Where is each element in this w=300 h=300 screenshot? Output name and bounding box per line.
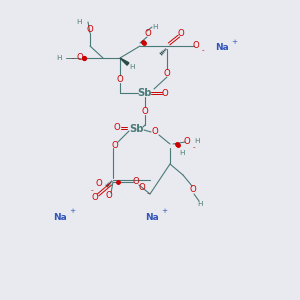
Text: -: -	[202, 47, 204, 53]
Text: O: O	[96, 179, 102, 188]
Text: O: O	[193, 41, 200, 50]
Text: O: O	[162, 88, 168, 98]
Text: O: O	[145, 29, 152, 38]
Text: O: O	[190, 185, 196, 194]
Text: H: H	[76, 19, 82, 25]
Text: O: O	[106, 191, 112, 200]
Text: H: H	[197, 201, 203, 207]
Text: -: -	[147, 190, 149, 196]
Text: O: O	[76, 53, 83, 62]
Text: O: O	[184, 136, 190, 146]
Text: O: O	[164, 68, 170, 77]
Text: O: O	[114, 124, 120, 133]
Text: Na: Na	[53, 212, 67, 221]
Text: -: -	[91, 187, 93, 193]
Polygon shape	[120, 58, 129, 65]
Text: O: O	[87, 25, 93, 34]
Text: H: H	[56, 55, 62, 61]
Text: O: O	[92, 193, 98, 202]
Text: +: +	[231, 39, 237, 45]
Text: H: H	[129, 64, 135, 70]
Text: Sb: Sb	[138, 88, 152, 98]
Text: O: O	[117, 74, 123, 83]
Text: +: +	[69, 208, 75, 214]
Text: O: O	[152, 128, 158, 136]
Text: Sb: Sb	[129, 124, 143, 134]
Text: Na: Na	[215, 44, 229, 52]
Text: H: H	[179, 150, 185, 156]
Text: O: O	[178, 29, 184, 38]
Text: O: O	[112, 140, 118, 149]
Text: H: H	[194, 138, 200, 144]
Text: Na: Na	[145, 212, 159, 221]
Text: -: -	[72, 55, 74, 61]
Text: O: O	[142, 106, 148, 116]
Text: -: -	[193, 144, 195, 150]
Text: H: H	[152, 24, 158, 30]
Text: O: O	[139, 184, 145, 193]
Text: +: +	[161, 208, 167, 214]
Text: O: O	[133, 178, 140, 187]
